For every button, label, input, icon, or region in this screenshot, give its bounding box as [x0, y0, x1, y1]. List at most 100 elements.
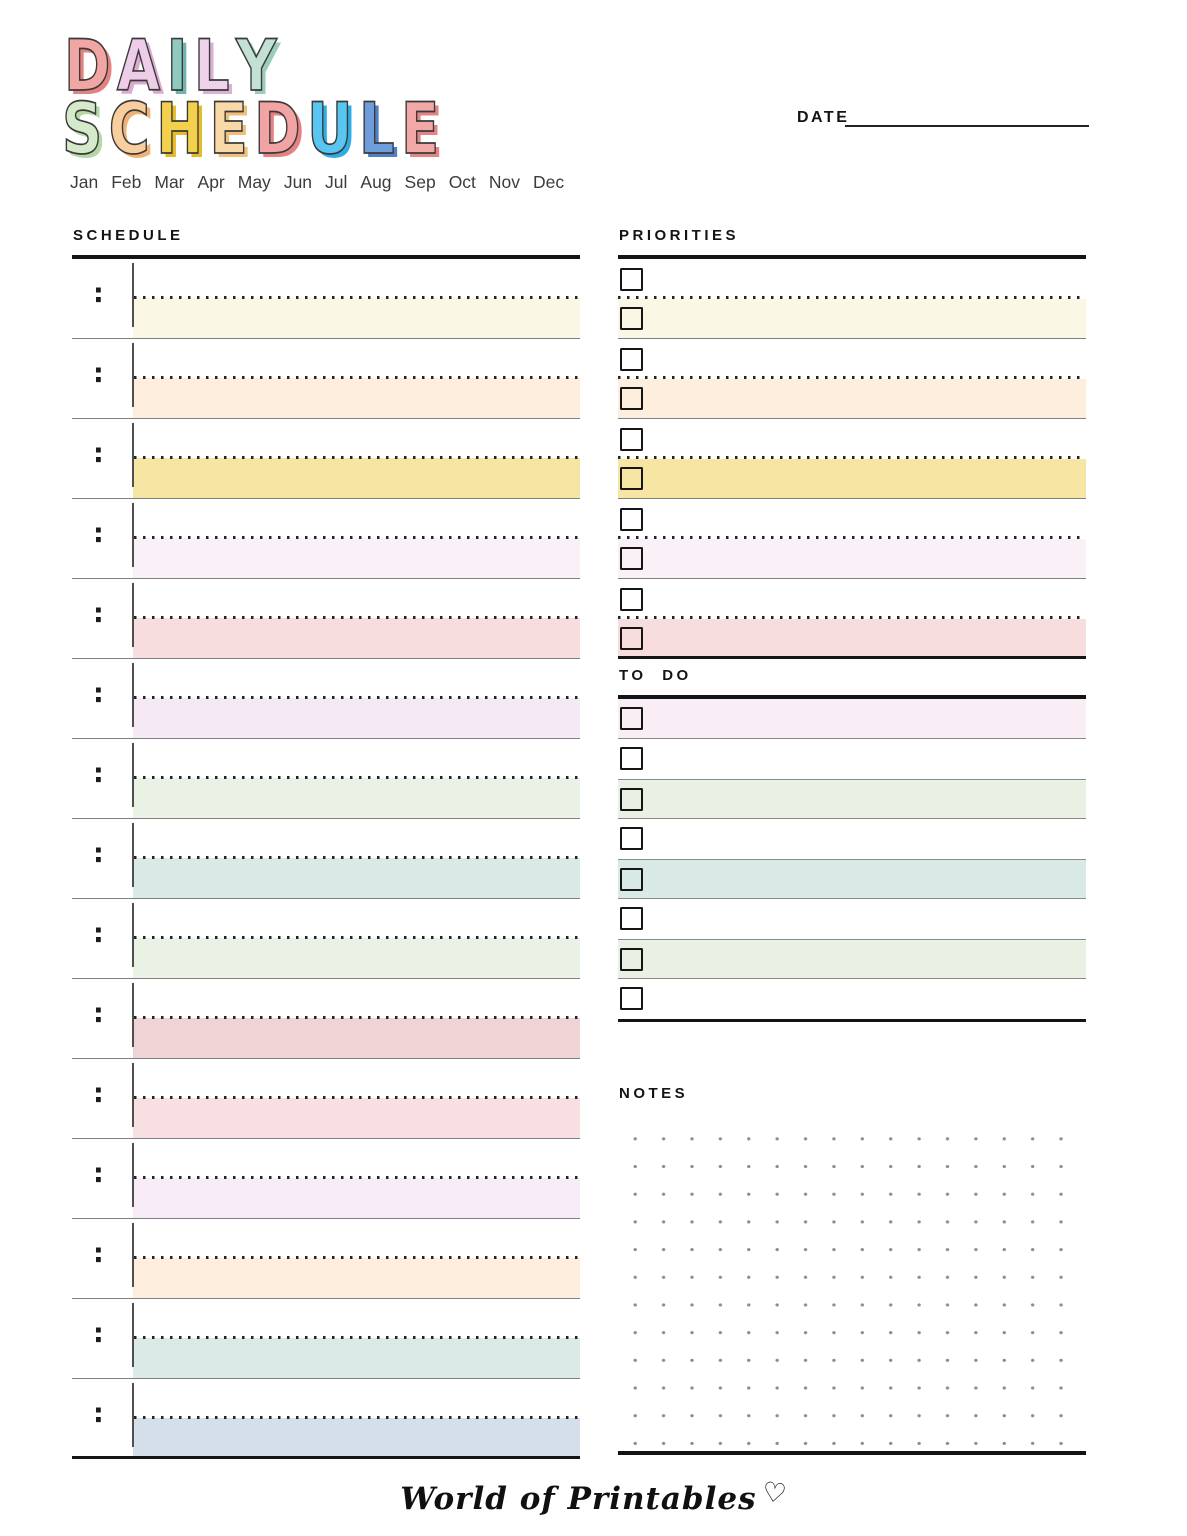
month-jan[interactable]: Jan	[70, 172, 99, 192]
priority-checkbox[interactable]	[620, 306, 643, 330]
time-colon: :	[93, 357, 104, 389]
priority-entry-area[interactable]	[618, 538, 1086, 578]
priority-entry-area[interactable]	[618, 298, 1086, 338]
todo-checkbox[interactable]	[620, 787, 643, 811]
entry-dotted-line[interactable]	[134, 296, 580, 299]
month-oct[interactable]: Oct	[448, 172, 476, 192]
month-jun[interactable]: Jun	[283, 172, 313, 192]
schedule-row: :	[72, 1299, 580, 1379]
todo-checkbox[interactable]	[620, 746, 643, 770]
month-jul[interactable]: Jul	[325, 172, 348, 192]
entry-dotted-line[interactable]	[134, 856, 580, 859]
todo-row[interactable]	[618, 698, 1086, 739]
todo-checkbox[interactable]	[620, 906, 643, 930]
schedule-entry-area[interactable]	[133, 1258, 580, 1298]
entry-dotted-line[interactable]	[618, 296, 1086, 299]
month-mar[interactable]: Mar	[154, 172, 185, 192]
notes-dot-grid[interactable]	[618, 1113, 1086, 1451]
schedule-entry-area[interactable]	[133, 698, 580, 738]
entry-dotted-line[interactable]	[618, 456, 1086, 459]
time-divider	[132, 1062, 134, 1127]
month-feb[interactable]: Feb	[111, 172, 142, 192]
notes-section: NOTES	[618, 1084, 1086, 1455]
todo-row[interactable]	[618, 819, 1086, 859]
entry-dotted-line[interactable]	[134, 616, 580, 619]
month-sep[interactable]: Sep	[404, 172, 436, 192]
schedule-entry-area[interactable]	[133, 458, 580, 498]
schedule-entry-area[interactable]	[133, 938, 580, 978]
todo-checkbox[interactable]	[620, 826, 643, 850]
entry-dotted-line[interactable]	[134, 776, 580, 779]
heart-icon: ♡	[759, 1476, 789, 1511]
schedule-entry-area[interactable]	[133, 1338, 580, 1378]
schedule-entry-area[interactable]	[133, 538, 580, 578]
time-divider	[132, 982, 134, 1047]
entry-dotted-line[interactable]	[134, 1336, 580, 1339]
schedule-entry-area[interactable]	[133, 1098, 580, 1138]
entry-dotted-line[interactable]	[134, 456, 580, 459]
priority-checkbox[interactable]	[620, 587, 643, 611]
time-colon: :	[93, 437, 104, 469]
priority-entry-area[interactable]	[618, 618, 1086, 656]
entry-dotted-line[interactable]	[134, 1416, 580, 1419]
priority-checkbox[interactable]	[620, 347, 643, 371]
todo-checkbox[interactable]	[620, 706, 643, 730]
priority-checkbox[interactable]	[620, 626, 643, 650]
priority-checkbox[interactable]	[620, 546, 643, 570]
entry-dotted-line[interactable]	[134, 696, 580, 699]
schedule-entry-area[interactable]	[133, 298, 580, 338]
date-input-line[interactable]	[845, 108, 1089, 127]
time-colon: :	[93, 997, 104, 1029]
todo-checkbox[interactable]	[620, 986, 643, 1010]
entry-dotted-line[interactable]	[134, 936, 580, 939]
priority-checkbox[interactable]	[620, 507, 643, 531]
time-divider	[132, 1142, 134, 1207]
priority-item	[618, 339, 1086, 419]
month-apr[interactable]: Apr	[197, 172, 225, 192]
todo-row[interactable]	[618, 858, 1086, 899]
month-aug[interactable]: Aug	[360, 172, 392, 192]
entry-dotted-line[interactable]	[618, 376, 1086, 379]
todo-row[interactable]	[618, 899, 1086, 939]
entry-dotted-line[interactable]	[134, 1176, 580, 1179]
todo-checkbox[interactable]	[620, 867, 643, 891]
time-colon: :	[93, 597, 104, 629]
schedule-entry-area[interactable]	[133, 858, 580, 898]
priority-checkbox[interactable]	[620, 267, 643, 291]
schedule-entry-area[interactable]	[133, 618, 580, 658]
todo-rows	[618, 698, 1086, 1019]
priorities-section: PRIORITIES	[618, 226, 1086, 659]
priority-item	[618, 579, 1086, 659]
month-dec[interactable]: Dec	[533, 172, 565, 192]
entry-dotted-line[interactable]	[618, 536, 1086, 539]
entry-dotted-line[interactable]	[618, 616, 1086, 619]
entry-dotted-line[interactable]	[134, 536, 580, 539]
schedule-row: :	[72, 819, 580, 899]
priority-entry-area[interactable]	[618, 378, 1086, 418]
time-divider	[132, 342, 134, 407]
schedule-entry-area[interactable]	[133, 378, 580, 418]
todo-row[interactable]	[618, 739, 1086, 779]
month-nov[interactable]: Nov	[488, 172, 521, 192]
priority-entry-area[interactable]	[618, 458, 1086, 498]
schedule-entry-area[interactable]	[133, 1418, 580, 1456]
entry-dotted-line[interactable]	[134, 1256, 580, 1259]
schedule-entry-area[interactable]	[133, 1178, 580, 1218]
title-letter: C	[108, 88, 150, 170]
todo-row[interactable]	[618, 979, 1086, 1019]
priority-checkbox[interactable]	[620, 427, 643, 451]
title-letter: Y	[235, 25, 277, 107]
priority-checkbox[interactable]	[620, 466, 643, 490]
schedule-row: :	[72, 659, 580, 739]
month-may[interactable]: May	[237, 172, 271, 192]
schedule-entry-area[interactable]	[133, 1018, 580, 1058]
priority-checkbox[interactable]	[620, 386, 643, 410]
todo-checkbox[interactable]	[620, 947, 643, 971]
todo-row[interactable]	[618, 778, 1086, 819]
entry-dotted-line[interactable]	[134, 1096, 580, 1099]
entry-dotted-line[interactable]	[134, 1016, 580, 1019]
entry-dotted-line[interactable]	[134, 376, 580, 379]
schedule-entry-area[interactable]	[133, 778, 580, 818]
todo-row[interactable]	[618, 938, 1086, 979]
time-colon: :	[93, 677, 104, 709]
